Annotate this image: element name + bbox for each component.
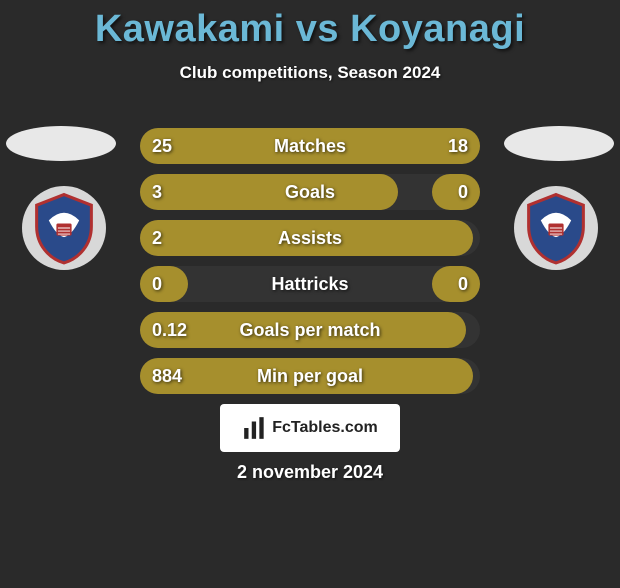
stat-fill-left: [140, 174, 398, 210]
stat-row-goals-per-match: 0.12 Goals per match: [140, 312, 480, 348]
club-badge-left: [22, 186, 106, 270]
stat-fill-right: [432, 174, 480, 210]
stat-fill-right: [432, 266, 480, 302]
stat-value-right: 0: [458, 266, 468, 302]
date-text: 2 november 2024: [0, 462, 620, 483]
stat-label: Min per goal: [257, 366, 363, 387]
player-photo-left: [6, 126, 116, 161]
shield-icon: [26, 190, 102, 266]
stat-row-matches: 25 Matches 18: [140, 128, 480, 164]
bar-chart-icon: [242, 415, 268, 441]
player-photo-right: [504, 126, 614, 161]
stat-value-right: 0: [458, 174, 468, 210]
subtitle: Club competitions, Season 2024: [0, 63, 620, 83]
stat-label: Hattricks: [271, 274, 348, 295]
stat-row-assists: 2 Assists: [140, 220, 480, 256]
stat-label: Goals: [285, 182, 335, 203]
stat-label: Assists: [278, 228, 342, 249]
stat-value-left: 0: [152, 266, 162, 302]
club-badge-right: [514, 186, 598, 270]
stat-value-left: 25: [152, 128, 172, 164]
stat-row-min-per-goal: 884 Min per goal: [140, 358, 480, 394]
branding-badge: FcTables.com: [220, 404, 400, 452]
stat-label: Goals per match: [239, 320, 380, 341]
stat-value-left: 884: [152, 358, 182, 394]
page-title: Kawakami vs Koyanagi: [0, 8, 620, 51]
stat-value-left: 2: [152, 220, 162, 256]
shield-icon: [518, 190, 594, 266]
stat-value-right: 18: [448, 128, 468, 164]
stat-label: Matches: [274, 136, 346, 157]
stats-container: 25 Matches 18 3 Goals 0 2 Assists 0 Hatt…: [140, 128, 480, 404]
stat-row-hattricks: 0 Hattricks 0: [140, 266, 480, 302]
stat-value-left: 0.12: [152, 312, 187, 348]
stat-fill-left: [140, 266, 188, 302]
branding-text: FcTables.com: [272, 419, 378, 437]
stat-value-left: 3: [152, 174, 162, 210]
stat-row-goals: 3 Goals 0: [140, 174, 480, 210]
